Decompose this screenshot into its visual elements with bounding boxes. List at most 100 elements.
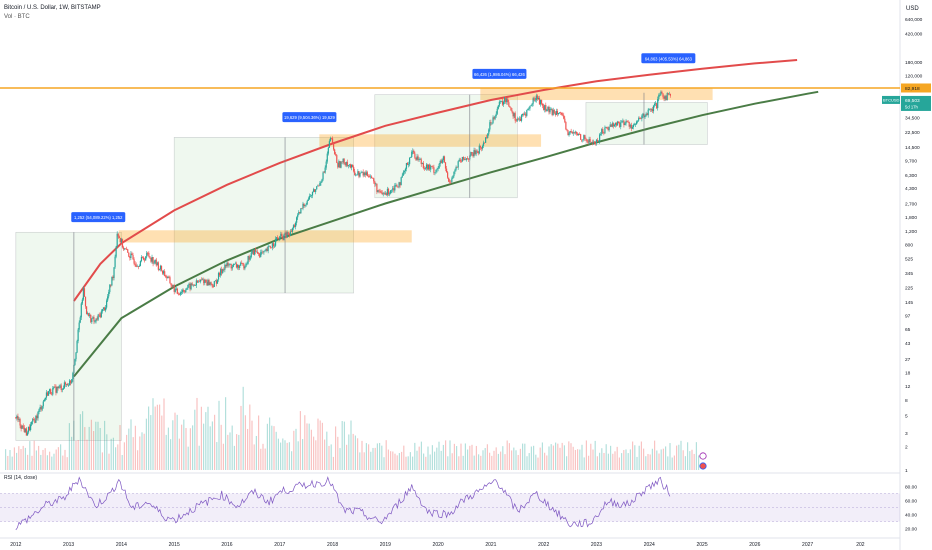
candle-body [309, 195, 311, 197]
volume-bar [104, 420, 106, 470]
candle-body [663, 96, 665, 99]
candle-body [98, 314, 100, 316]
candle-body [331, 138, 334, 144]
candle-body [386, 188, 389, 195]
candle-body [20, 425, 22, 429]
volume-bar [44, 448, 46, 470]
candle-body [498, 101, 500, 106]
candle-body [555, 110, 557, 115]
volume-bar [304, 415, 306, 470]
candle-body [599, 134, 601, 142]
volume-bar [229, 432, 231, 470]
candle-body [120, 239, 123, 243]
volume-bar [5, 449, 7, 470]
candle-body [18, 419, 20, 420]
volume-bar [9, 450, 11, 470]
candle-body [197, 281, 200, 283]
candle-body [228, 264, 230, 266]
candle-body [338, 161, 340, 168]
volume-bar [33, 440, 35, 470]
candle-body [576, 133, 579, 136]
candle-body [316, 186, 318, 190]
volume-bar [486, 444, 488, 470]
volume-bar [271, 425, 273, 470]
candle-body [336, 155, 338, 163]
time-tick-label: 2026 [749, 542, 760, 548]
volume-bar [636, 456, 638, 470]
candle-body [649, 108, 651, 110]
volume-bar [18, 446, 20, 470]
candle-body [501, 100, 504, 105]
candle-body [548, 106, 550, 113]
volume-bar [68, 423, 70, 470]
candle-body [653, 103, 656, 106]
candle-body [144, 259, 146, 261]
candle-body [483, 142, 486, 144]
volume-bar [60, 444, 62, 470]
candle-body [413, 150, 415, 154]
volume-bar [579, 449, 581, 470]
volume-bar [161, 415, 163, 470]
candle-body [212, 286, 214, 288]
candle-body [277, 237, 279, 239]
candle-body [321, 179, 323, 183]
candle-body [371, 176, 373, 179]
candle-body [396, 185, 398, 187]
candle-body [112, 276, 114, 279]
candle-body [218, 273, 221, 276]
candle-body [554, 113, 556, 115]
candle-body [151, 256, 153, 262]
candle-body [60, 385, 62, 391]
candle-body [531, 103, 533, 106]
candle-body [59, 385, 61, 387]
candle-body [69, 380, 71, 386]
candle-body [291, 228, 294, 232]
candle-body [536, 95, 538, 100]
candle-body [513, 113, 515, 117]
currency-label[interactable]: USD [906, 6, 919, 12]
candle-body [269, 246, 271, 248]
volume-bar [339, 448, 341, 470]
candle-body [558, 112, 561, 114]
volume-bar [440, 450, 442, 470]
volume-bar [610, 445, 612, 470]
candle-body [320, 182, 322, 184]
volume-bar [101, 452, 103, 470]
price-tick-label: 27 [905, 357, 911, 363]
price-tick-label: 34,500 [905, 116, 920, 122]
candle-body [440, 160, 442, 163]
volume-bar [90, 419, 92, 470]
candle-body [138, 265, 140, 267]
volume-bar [511, 450, 513, 470]
candle-body [449, 181, 451, 183]
candle-body [233, 263, 235, 265]
candle-body [223, 269, 225, 270]
candle-body [341, 161, 343, 163]
trend-curves [0, 59, 900, 378]
volume-bar [260, 448, 262, 470]
candle-body [95, 318, 97, 322]
volume-bar [205, 412, 207, 470]
candle-body [80, 303, 82, 318]
candle-body [220, 269, 222, 276]
time-tick-label: 2017 [274, 542, 285, 548]
candle-body [142, 257, 145, 260]
candle-body [444, 162, 447, 169]
candle-body [65, 384, 68, 385]
candle-body [447, 172, 449, 178]
volume-bar [370, 451, 372, 470]
volume-bar [423, 453, 425, 470]
candle-body [639, 118, 641, 119]
candle-body [36, 415, 38, 419]
volume-bar [574, 449, 576, 470]
candle-body [589, 138, 591, 143]
candle-body [350, 164, 353, 168]
volume-bar [405, 456, 407, 470]
volume-bar [174, 412, 176, 470]
candle-body [101, 309, 104, 312]
candle-body [16, 416, 18, 419]
lower-trend-curve [73, 90, 819, 378]
candle-body [216, 279, 219, 284]
candle-body [146, 252, 148, 257]
